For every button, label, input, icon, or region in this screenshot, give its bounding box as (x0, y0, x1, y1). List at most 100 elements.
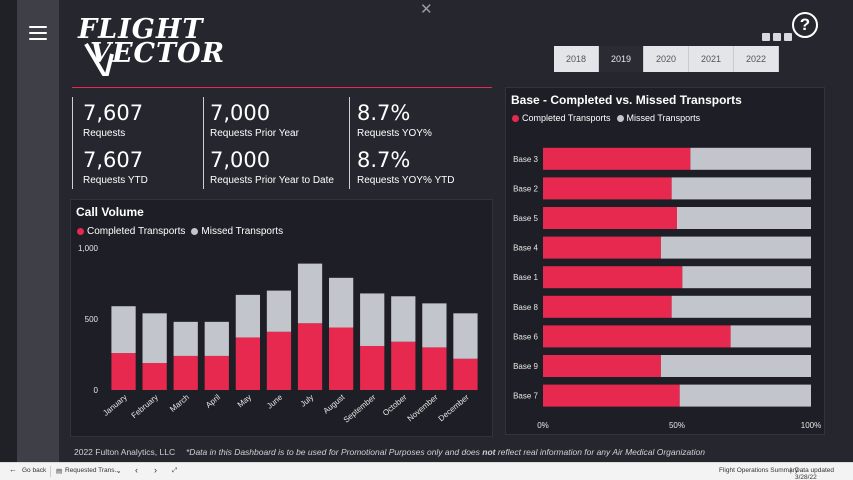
call-volume-chart: 0 500 1,000 January February March April May Jun… (78, 244, 478, 425)
year-2018-button[interactable]: 2018 (554, 46, 599, 72)
bar-completed-november[interactable] (422, 347, 447, 390)
bar-completed-base-8[interactable] (543, 295, 672, 318)
go-back-button[interactable]: Go back (22, 467, 47, 474)
prev-page-icon[interactable]: ‹ (135, 465, 138, 475)
x-tick-label: August (322, 392, 347, 415)
year-2020-button[interactable]: 2020 (644, 46, 689, 72)
bar-completed-april[interactable] (204, 355, 229, 390)
year-2021-button[interactable]: 2021 (689, 46, 734, 72)
bar-completed-january[interactable] (111, 353, 136, 390)
legend-label: Missed Transports (201, 226, 284, 237)
bar-missed-july[interactable] (297, 263, 323, 324)
bar-missed-october[interactable] (391, 296, 416, 342)
kpi-label: Requests YOY% YTD (357, 175, 455, 186)
kpi-requests-ytd: 7,607 Requests YTD (83, 148, 148, 186)
bar-missed-base-4[interactable] (660, 236, 811, 259)
call-volume-panel[interactable]: Call Volume Completed Transports Missed … (70, 199, 493, 437)
bar-missed-base-6[interactable] (730, 325, 811, 348)
bar-missed-september[interactable] (360, 293, 385, 346)
bar-missed-june[interactable] (266, 290, 292, 332)
kpi-label: Requests Prior Year to Date (210, 175, 334, 186)
legend-item-missed[interactable]: Missed Transports (191, 226, 283, 237)
bar-missed-april[interactable] (204, 321, 229, 356)
more-options-icon[interactable] (784, 33, 792, 41)
bar-completed-september[interactable] (360, 345, 385, 390)
bar-missed-february[interactable] (142, 313, 167, 364)
bar-completed-base-7[interactable] (543, 384, 680, 407)
bar-missed-january[interactable] (111, 306, 136, 354)
focus-icon[interactable] (773, 33, 781, 41)
y-tick-label: Base 6 (513, 332, 538, 341)
y-tick-label: Base 2 (513, 184, 538, 193)
bar-missed-march[interactable] (173, 321, 198, 356)
kpi-value: 7,000 (210, 148, 271, 172)
y-tick-label: 0 (94, 386, 99, 395)
legend-label: Completed Transports (87, 226, 186, 237)
kpi-requests-prior-year: 7,000 Requests Prior Year (210, 101, 299, 139)
x-tick-label: 0% (537, 421, 549, 430)
bar-missed-base-3[interactable] (690, 147, 811, 170)
bar-missed-base-1[interactable] (682, 266, 811, 289)
next-page-icon[interactable]: › (154, 465, 157, 475)
bar-missed-base-9[interactable] (660, 355, 811, 377)
bar-completed-may[interactable] (235, 337, 260, 390)
bar-missed-base-2[interactable] (671, 177, 811, 200)
legend-label: Completed Transports (522, 113, 611, 123)
bar-completed-base-4[interactable] (543, 236, 661, 259)
disclaimer-bold: not (482, 447, 496, 457)
bar-completed-march[interactable] (173, 355, 198, 390)
bar-missed-base-7[interactable] (679, 384, 811, 407)
bar-completed-february[interactable] (142, 363, 167, 390)
base-chart-legend: Completed Transports Missed Transports (512, 113, 706, 123)
bar-completed-base-3[interactable] (543, 147, 691, 170)
legend-item-missed[interactable]: Missed Transports (616, 113, 701, 123)
bar-completed-july[interactable] (297, 323, 323, 390)
y-tick-label: Base 3 (513, 155, 538, 164)
x-tick-label: March (168, 393, 191, 414)
legend-dot-completed (77, 228, 84, 235)
kpi-value: 7,607 (83, 148, 144, 172)
bar-completed-base-6[interactable] (543, 325, 731, 348)
disclaimer: *Data in this Dashboard is to be used fo… (186, 447, 705, 457)
year-2022-button[interactable]: 2022 (734, 46, 779, 72)
fullscreen-icon[interactable]: ⤢ (172, 467, 178, 474)
x-tick-label: September (342, 392, 378, 424)
bar-completed-december[interactable] (453, 358, 478, 390)
hamburger-menu-icon[interactable] (29, 26, 47, 40)
kpi-label: Requests YTD (83, 175, 148, 186)
chevron-down-icon[interactable]: ⌄ (116, 468, 122, 475)
copyright: 2022 Fulton Analytics, LLC (74, 447, 176, 457)
legend-item-completed[interactable]: Completed Transports (512, 113, 611, 123)
bar-completed-base-9[interactable] (543, 355, 661, 377)
year-2019-button[interactable]: 2019 (599, 46, 644, 72)
bar-missed-december[interactable] (453, 313, 478, 359)
bar-completed-june[interactable] (266, 331, 292, 390)
help-icon[interactable]: ? (792, 12, 818, 38)
page-selector[interactable]: Requested Trans... (65, 467, 120, 474)
report-name: Flight Operations Summary (719, 467, 799, 474)
x-tick-label: June (265, 392, 284, 410)
close-icon[interactable]: ✕ (420, 0, 433, 18)
bar-missed-may[interactable] (235, 294, 260, 338)
kpi-requests-prior-ytd: 7,000 Requests Prior Year to Date (210, 148, 334, 186)
bar-missed-base-5[interactable] (677, 207, 811, 229)
kpi-requests-yoy-ytd: 8.7% Requests YOY% YTD (357, 148, 454, 186)
bar-completed-base-1[interactable] (543, 266, 683, 289)
bar-completed-august[interactable] (329, 327, 354, 390)
bar-missed-base-8[interactable] (671, 295, 811, 318)
bar-missed-november[interactable] (422, 303, 447, 348)
legend-item-completed[interactable]: Completed Transports (77, 226, 185, 237)
call-volume-legend: Completed Transports Missed Transports (77, 226, 289, 237)
x-tick-label: May (236, 393, 253, 410)
back-arrow-icon[interactable]: ← (9, 465, 17, 474)
filter-icon[interactable] (762, 33, 770, 41)
y-tick-label: Base 9 (513, 362, 538, 371)
bar-completed-october[interactable] (391, 341, 416, 390)
bar-missed-august[interactable] (329, 277, 354, 328)
base-panel[interactable]: Base - Completed vs. Missed Transports C… (505, 87, 825, 435)
bar-completed-base-5[interactable] (543, 207, 677, 229)
legend-label: Missed Transports (626, 113, 701, 123)
nav-rail (17, 0, 59, 462)
bar-completed-base-2[interactable] (543, 177, 672, 200)
